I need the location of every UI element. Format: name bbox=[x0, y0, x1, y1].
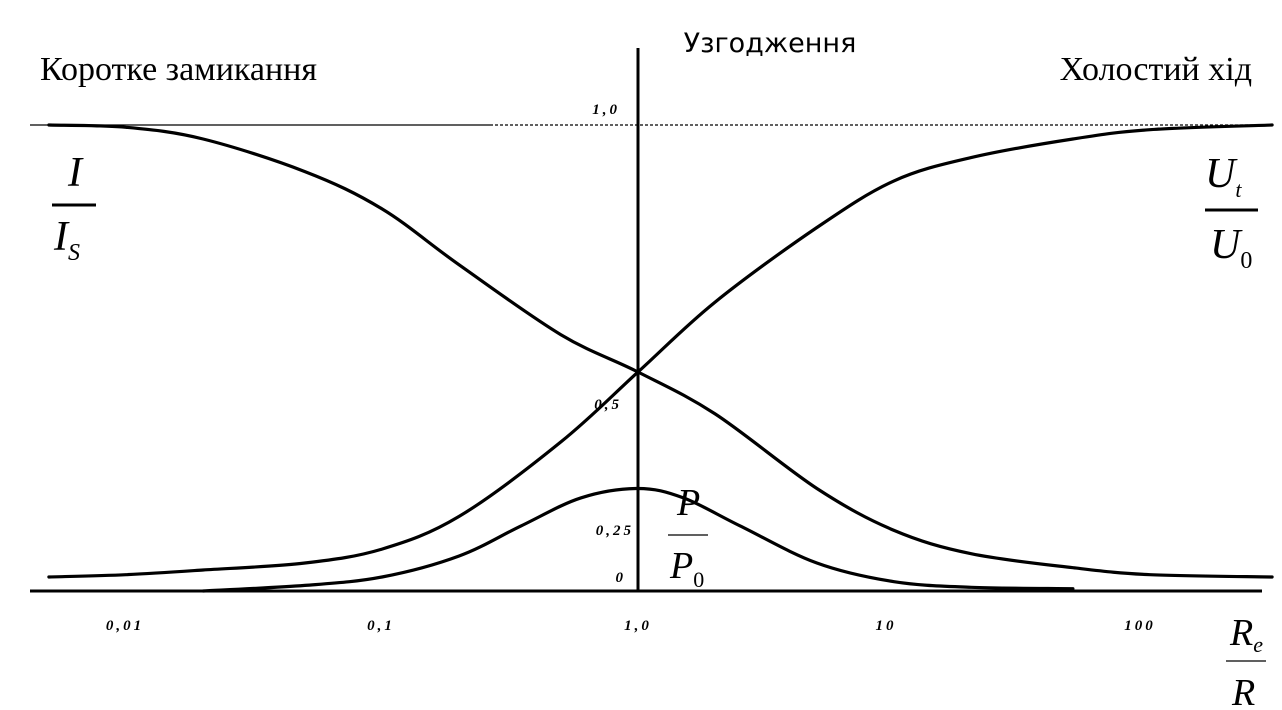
current-label-denominator: IS bbox=[53, 214, 80, 266]
series-line-power bbox=[201, 486, 1075, 593]
series-label-voltage: Ut U0 bbox=[1205, 151, 1258, 274]
region-label-short-circuit: Коротке замикання bbox=[40, 51, 317, 88]
x-tick-labels: 0,01 0,1 1,0 10 100 bbox=[106, 618, 1156, 634]
x-axis-label-denominator: R bbox=[1231, 672, 1255, 710]
region-label-matching: Узгодження bbox=[684, 28, 857, 59]
current-label-denominator-base: I bbox=[53, 214, 70, 260]
power-label-denominator-base: P bbox=[669, 545, 693, 587]
voltage-label-denominator-subscript: 0 bbox=[1240, 248, 1252, 274]
y-tick-labels: 1,0 0,5 0,25 0 bbox=[592, 102, 634, 586]
voltage-label-denominator-base: U bbox=[1210, 222, 1243, 268]
series-label-current: I IS bbox=[52, 150, 96, 266]
voltage-label-denominator: U0 bbox=[1210, 222, 1252, 274]
x-tick-label: 0,01 bbox=[106, 618, 144, 634]
current-label-denominator-subscript: S bbox=[68, 240, 80, 266]
x-tick-label: 100 bbox=[1124, 618, 1156, 634]
series-label-power: P P0 bbox=[668, 482, 708, 592]
voltage-label-numerator-base: U bbox=[1205, 151, 1238, 197]
y-tick-label: 1,0 bbox=[592, 102, 620, 118]
series-line-voltage bbox=[47, 123, 1274, 579]
current-label-numerator: I bbox=[67, 150, 84, 196]
power-label-denominator-subscript: 0 bbox=[693, 567, 704, 592]
voltage-label-numerator-subscript: t bbox=[1235, 177, 1242, 202]
series-lines bbox=[47, 123, 1274, 593]
x-axis-label-numerator: Re bbox=[1229, 612, 1263, 657]
x-tick-label: 1,0 bbox=[624, 618, 652, 634]
y-tick-label: 0 bbox=[616, 570, 627, 586]
power-label-numerator: P bbox=[676, 482, 700, 524]
x-axis-label-numerator-subscript: e bbox=[1253, 632, 1263, 657]
x-tick-label: 0,1 bbox=[367, 618, 395, 634]
power-label-denominator: P0 bbox=[669, 545, 704, 592]
x-axis-label: Re R bbox=[1226, 612, 1266, 710]
x-axis-label-numerator-base: R bbox=[1229, 612, 1253, 654]
voltage-label-numerator: Ut bbox=[1205, 151, 1242, 202]
x-tick-label: 10 bbox=[876, 618, 897, 634]
region-label-open-circuit: Холостий хід bbox=[1060, 51, 1252, 88]
y-tick-label: 0,25 bbox=[596, 523, 634, 539]
